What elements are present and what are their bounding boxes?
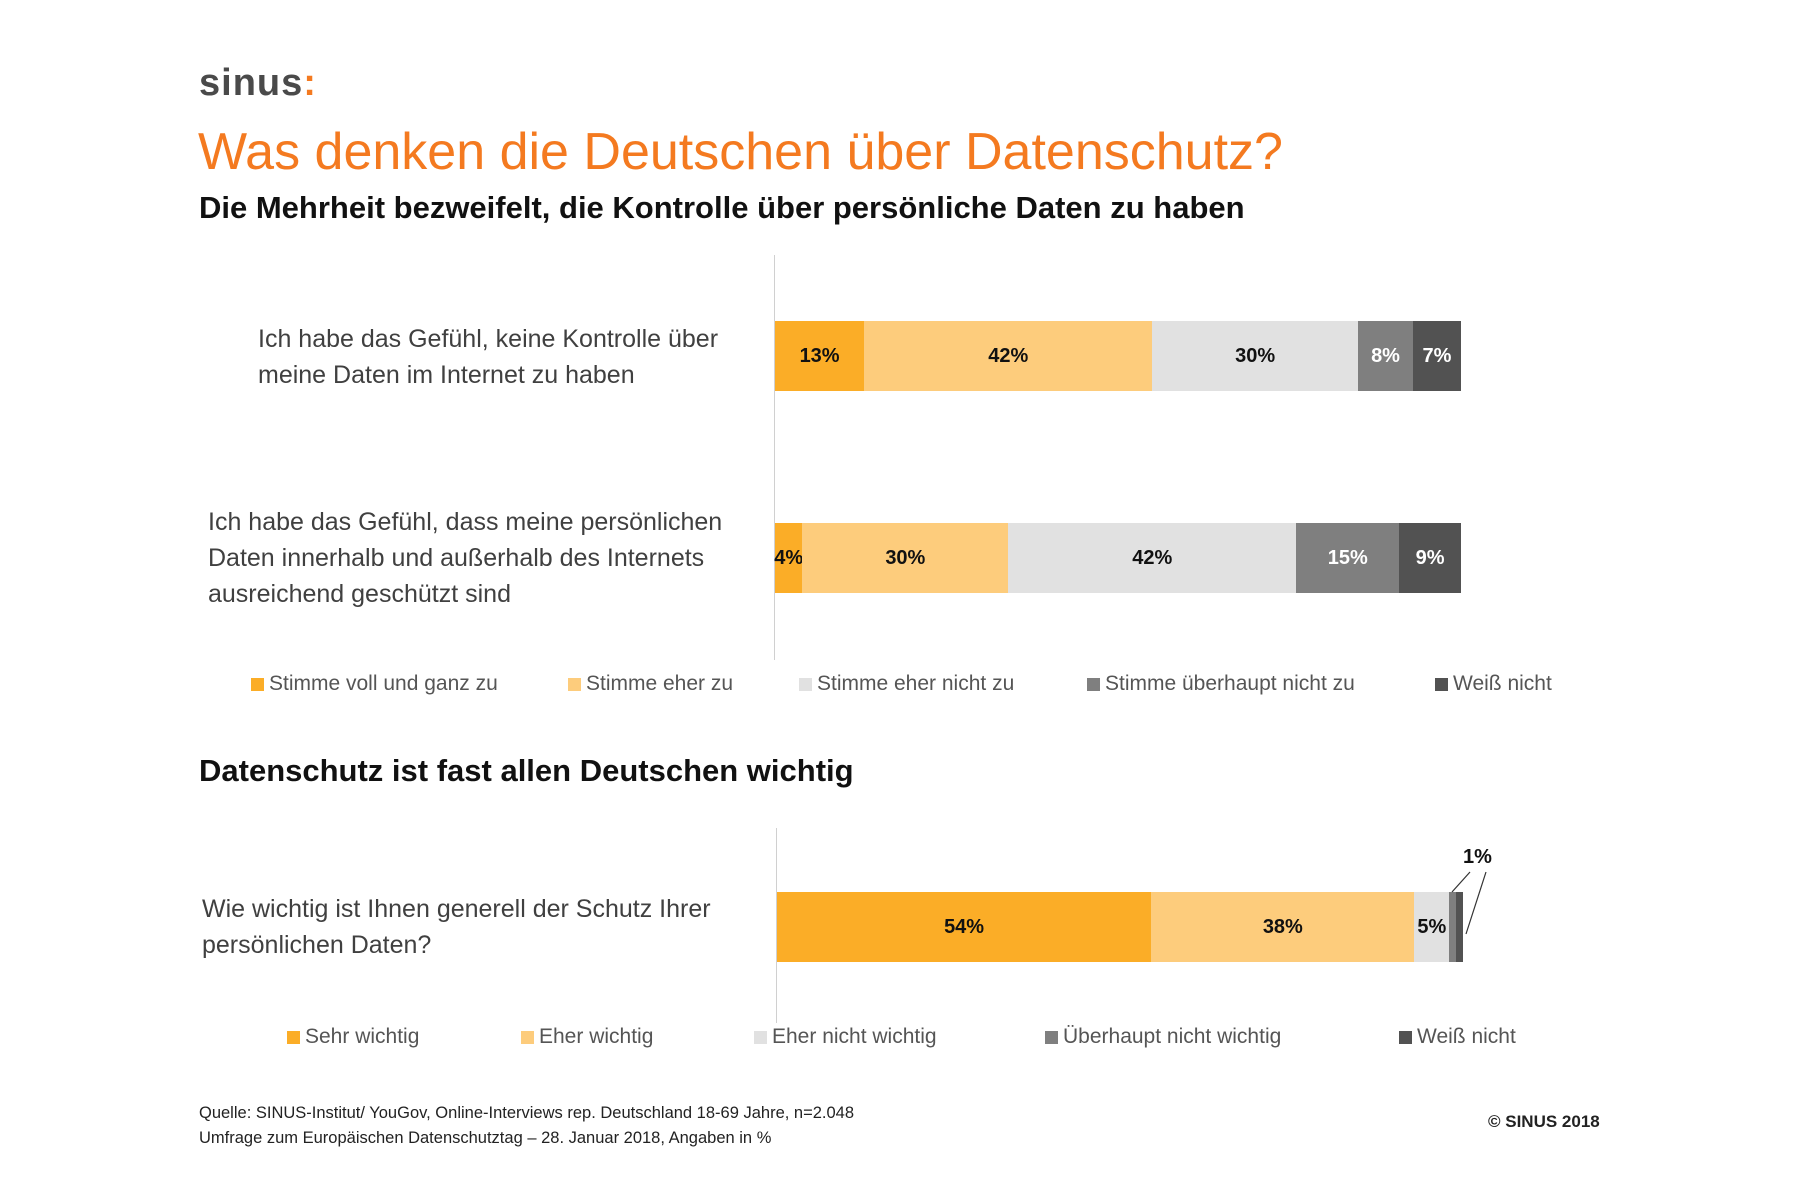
legend-label: Überhaupt nicht wichtig bbox=[1063, 1025, 1282, 1048]
bar-segment: 42% bbox=[1008, 523, 1297, 593]
chart1-bar: 4% 30% 42% 15% 9% bbox=[774, 523, 1461, 593]
data-label: 7% bbox=[1422, 344, 1452, 367]
legend-label: Eher wichtig bbox=[539, 1025, 654, 1048]
data-label: 15% bbox=[1327, 546, 1368, 569]
chart2-axis bbox=[776, 828, 777, 1023]
bar-segment: 9% bbox=[1399, 523, 1461, 593]
data-label: 13% bbox=[799, 344, 840, 367]
logo-text: sinus bbox=[199, 62, 304, 104]
bar-segment: 7% bbox=[1412, 321, 1461, 391]
legend-label: Sehr wichtig bbox=[305, 1025, 420, 1048]
data-label: 54% bbox=[944, 915, 985, 938]
legend-swatch bbox=[754, 1030, 767, 1044]
leader-line bbox=[1465, 871, 1487, 935]
legend-item: Überhaupt nicht wichtig bbox=[1045, 1025, 1281, 1049]
data-label: 42% bbox=[1132, 546, 1173, 569]
chart1-axis bbox=[774, 255, 775, 660]
chart1-category-label: Ich habe das Gefühl, keine Kontrolle übe… bbox=[258, 325, 719, 389]
legend-label: Weiß nicht bbox=[1417, 1025, 1516, 1048]
data-label: 30% bbox=[885, 546, 926, 569]
bar-segment bbox=[1449, 892, 1457, 962]
legend-swatch bbox=[1435, 677, 1448, 691]
chart2-bar: 54% 38% 5% bbox=[777, 892, 1463, 962]
chart2-title: Datenschutz ist fast allen Deutschen wic… bbox=[199, 753, 854, 788]
leader-line bbox=[1451, 871, 1471, 893]
legend-swatch bbox=[251, 677, 264, 691]
logo-mark: : bbox=[303, 62, 317, 104]
survey-note: Umfrage zum Europäischen Datenschutztag … bbox=[199, 1129, 772, 1147]
chart1-bar: 13% 42% 30% 8% 7% bbox=[775, 321, 1461, 391]
data-label: 30% bbox=[1235, 344, 1276, 367]
bar-segment: 15% bbox=[1296, 523, 1400, 593]
data-label: 8% bbox=[1371, 344, 1400, 367]
legend-label: Stimme eher zu bbox=[586, 672, 734, 695]
legend-item: Stimme überhaupt nicht zu bbox=[1087, 672, 1355, 696]
source-note: Quelle: SINUS-Institut/ YouGov, Online-I… bbox=[199, 1104, 855, 1122]
data-label: 4% bbox=[774, 546, 804, 569]
legend-item: Eher nicht wichtig bbox=[754, 1025, 937, 1049]
data-label: 38% bbox=[1262, 915, 1303, 938]
bar-segment: 4% bbox=[774, 523, 804, 593]
legend-swatch bbox=[568, 677, 581, 691]
bar-segment: 30% bbox=[1152, 321, 1359, 391]
chart1-title: Die Mehrheit bezweifelt, die Kontrolle ü… bbox=[199, 190, 1245, 225]
copyright: © SINUS 2018 bbox=[1488, 1112, 1600, 1131]
data-label: 5% bbox=[1417, 915, 1447, 938]
legend-swatch bbox=[287, 1030, 300, 1044]
data-label: 9% bbox=[1415, 546, 1445, 569]
bar-segment: 13% bbox=[775, 321, 865, 391]
legend-item: Stimme eher nicht zu bbox=[799, 672, 1014, 696]
legend-label: Weiß nicht bbox=[1453, 672, 1552, 695]
page-title: Was denken die Deutschen über Datenschut… bbox=[198, 123, 1283, 181]
legend-swatch bbox=[1399, 1030, 1412, 1044]
legend-label: Eher nicht wichtig bbox=[772, 1025, 937, 1048]
legend-label: Stimme überhaupt nicht zu bbox=[1105, 672, 1355, 695]
chart2-category-label: Wie wichtig ist Ihnen generell der Schut… bbox=[202, 895, 711, 959]
legend-item: Sehr wichtig bbox=[287, 1025, 419, 1049]
data-label: 42% bbox=[988, 344, 1029, 367]
chart1-category-label: Ich habe das Gefühl, dass meine persönli… bbox=[208, 508, 723, 608]
callout-label: 1% bbox=[1463, 846, 1492, 868]
legend-item: Eher wichtig bbox=[521, 1025, 653, 1049]
legend-item: Weiß nicht bbox=[1399, 1025, 1516, 1049]
legend-swatch bbox=[799, 677, 812, 691]
bar-segment: 30% bbox=[802, 523, 1009, 593]
legend-swatch bbox=[1045, 1030, 1058, 1044]
legend-item: Weiß nicht bbox=[1435, 672, 1552, 696]
bar-segment: 8% bbox=[1358, 321, 1413, 391]
callout-leader-lines bbox=[1451, 871, 1487, 935]
legend-swatch bbox=[1087, 677, 1100, 691]
legend-label: Stimme eher nicht zu bbox=[817, 672, 1015, 695]
bar-segment: 42% bbox=[864, 321, 1153, 391]
legend-item: Stimme eher zu bbox=[568, 672, 733, 696]
legend-swatch bbox=[521, 1030, 534, 1044]
bar-segment: 54% bbox=[777, 892, 1152, 962]
bar-segment bbox=[1456, 892, 1463, 962]
sinus-logo: sinus: bbox=[199, 62, 317, 105]
bar-segment: 5% bbox=[1414, 892, 1450, 962]
legend-label: Stimme voll und ganz zu bbox=[269, 672, 498, 695]
bar-segment: 38% bbox=[1151, 892, 1415, 962]
legend-item: Stimme voll und ganz zu bbox=[251, 672, 498, 696]
